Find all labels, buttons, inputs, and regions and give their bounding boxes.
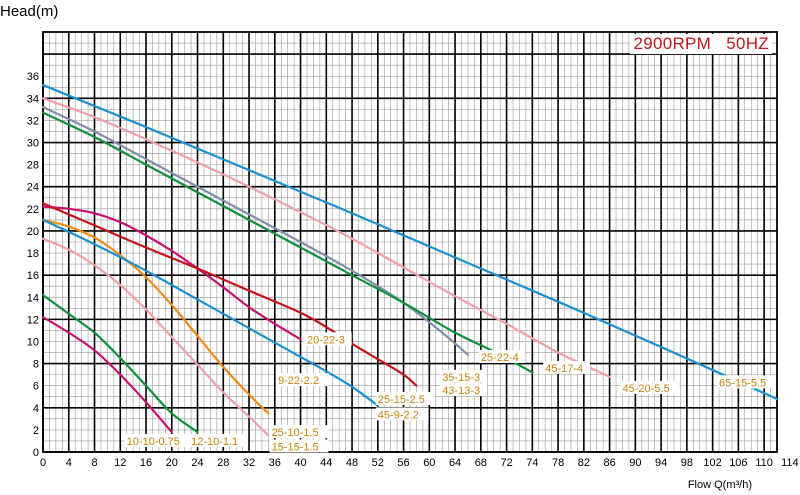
y-tick-label: 18 xyxy=(27,248,39,260)
y-tick-label: 6 xyxy=(33,381,39,393)
series-label-25-15-2.5: 25-15-2.5 xyxy=(378,394,425,406)
y-tick-label: 36 xyxy=(27,71,39,83)
x-tick-label: 60 xyxy=(423,457,435,469)
x-tick-label: 20 xyxy=(166,457,178,469)
y-tick-label: 12 xyxy=(27,314,39,326)
x-tick-label: 72 xyxy=(500,457,512,469)
series-label-bg xyxy=(189,433,248,447)
y-tick-label: 14 xyxy=(27,292,39,304)
x-tick-label: 106 xyxy=(729,457,747,469)
series-label-bg xyxy=(375,391,435,405)
series-curves xyxy=(41,83,779,437)
y-tick-label: 32 xyxy=(27,115,39,127)
x-tick-label: 98 xyxy=(681,457,693,469)
series-label-15-15-1.5: 15-15-1.5 xyxy=(272,441,319,453)
series-label-bg xyxy=(440,383,487,397)
y-tick-label: 8 xyxy=(33,359,39,371)
tick-labels: 0 4 8 12 16 20 24 28 32 36 40 44 48 52 56 60 64 68 72 74 78 8… xyxy=(27,71,799,469)
x-tick-label: 68 xyxy=(475,457,487,469)
curve-12-10-1.1 xyxy=(41,293,199,434)
series-label-25-22-4: 25-22-4 xyxy=(481,352,519,364)
series-label-35-15-3: 35-15-3 xyxy=(442,372,480,384)
x-tick-label: 94 xyxy=(655,457,667,469)
x-tick-label: 110 xyxy=(755,457,773,469)
y-tick-label: 0 xyxy=(33,447,39,459)
y-tick-label: 28 xyxy=(27,160,39,172)
y-tick-label: 24 xyxy=(27,182,39,194)
x-tick-label: 74 xyxy=(526,457,538,469)
x-axis-label: Flow Q(m³/h) xyxy=(687,479,752,491)
y-tick-label: 30 xyxy=(27,138,39,150)
x-tick-label: 36 xyxy=(269,457,281,469)
x-tick-label: 48 xyxy=(346,457,358,469)
x-tick-label: 28 xyxy=(217,457,229,469)
series-label-9-22-2.2: 9-22-2.2 xyxy=(278,375,319,387)
x-tick-label: 102 xyxy=(703,457,721,469)
y-tick-label: 4 xyxy=(33,403,39,415)
x-tick-label: 78 xyxy=(552,457,564,469)
series-label-10-10-0.75: 10-10-0.75 xyxy=(127,436,180,448)
x-tick-label: 4 xyxy=(66,457,72,469)
y-tick-label: 2 xyxy=(33,425,39,437)
y-tick-label: 20 xyxy=(27,226,39,238)
curve-45-20-5.5 xyxy=(41,97,611,378)
y-tick-label: 16 xyxy=(27,270,39,282)
x-tick-label: 40 xyxy=(294,457,306,469)
series-label-43-13-3: 43-13-3 xyxy=(442,385,480,397)
plot-frame xyxy=(42,31,778,453)
series-label-bg xyxy=(543,361,590,374)
series-label-bg xyxy=(276,373,329,387)
series-label-bg xyxy=(717,375,776,389)
curve-45-17-4 xyxy=(41,111,534,374)
series-label-bg xyxy=(269,439,329,453)
x-tick-label: 86 xyxy=(603,457,615,469)
y-tick-label: 22 xyxy=(27,204,39,216)
y-tick-label: 10 xyxy=(27,336,39,348)
series-label-20-22-3: 20-22-3 xyxy=(307,334,345,346)
x-tick-label: 8 xyxy=(91,457,97,469)
series-label-45-17-4: 45-17-4 xyxy=(545,363,583,375)
x-tick-label: 24 xyxy=(191,457,203,469)
x-tick-label: 56 xyxy=(397,457,409,469)
curve-35-15-3 xyxy=(41,202,418,387)
curve-25-15-2.5 xyxy=(41,218,379,407)
x-tick-label: 0 xyxy=(40,457,46,469)
series-label-bg xyxy=(478,349,526,363)
series-label-bg xyxy=(124,433,190,447)
x-tick-label: 32 xyxy=(243,457,255,469)
x-tick-label: 52 xyxy=(372,457,384,469)
series-labels: 10-10-0.75 12-10-1.1 25-10-1.5 15-15-1.5 9-2… xyxy=(124,332,776,453)
y-axis-label: Head(m) xyxy=(0,3,59,20)
curve-25-22-4 xyxy=(41,106,470,356)
curve-65-15-5.5 xyxy=(41,83,779,401)
curve-25-10-1.5 xyxy=(41,237,270,437)
y-tick-label: 34 xyxy=(27,93,39,105)
series-label-bg xyxy=(269,425,329,439)
speed-annotation: 2900RPM 50HZ xyxy=(630,34,772,54)
series-label-65-15-5.5: 65-15-5.5 xyxy=(719,377,766,389)
x-tick-label: 64 xyxy=(449,457,461,469)
series-label-bg xyxy=(304,332,352,346)
series-label-45-9-2.2: 45-9-2.2 xyxy=(378,409,419,421)
series-label-25-10-1.5: 25-10-1.5 xyxy=(272,427,319,439)
series-label-12-10-1.1: 12-10-1.1 xyxy=(191,436,238,448)
x-tick-label: 16 xyxy=(140,457,152,469)
x-tick-label: 12 xyxy=(114,457,126,469)
curve-20-22-3 xyxy=(41,205,302,341)
x-tick-label: 82 xyxy=(578,457,590,469)
series-label-45-20-5.5: 45-20-5.5 xyxy=(622,383,669,395)
curve-9-22-2.2 xyxy=(41,218,270,415)
x-tick-label: 90 xyxy=(629,457,641,469)
series-label-bg xyxy=(440,369,487,383)
x-tick-label: 114 xyxy=(781,457,799,469)
x-tick-label: 44 xyxy=(320,457,332,469)
series-label-bg xyxy=(620,380,680,394)
series-label-bg xyxy=(375,407,429,421)
curve-10-10-0.75 xyxy=(41,316,173,434)
